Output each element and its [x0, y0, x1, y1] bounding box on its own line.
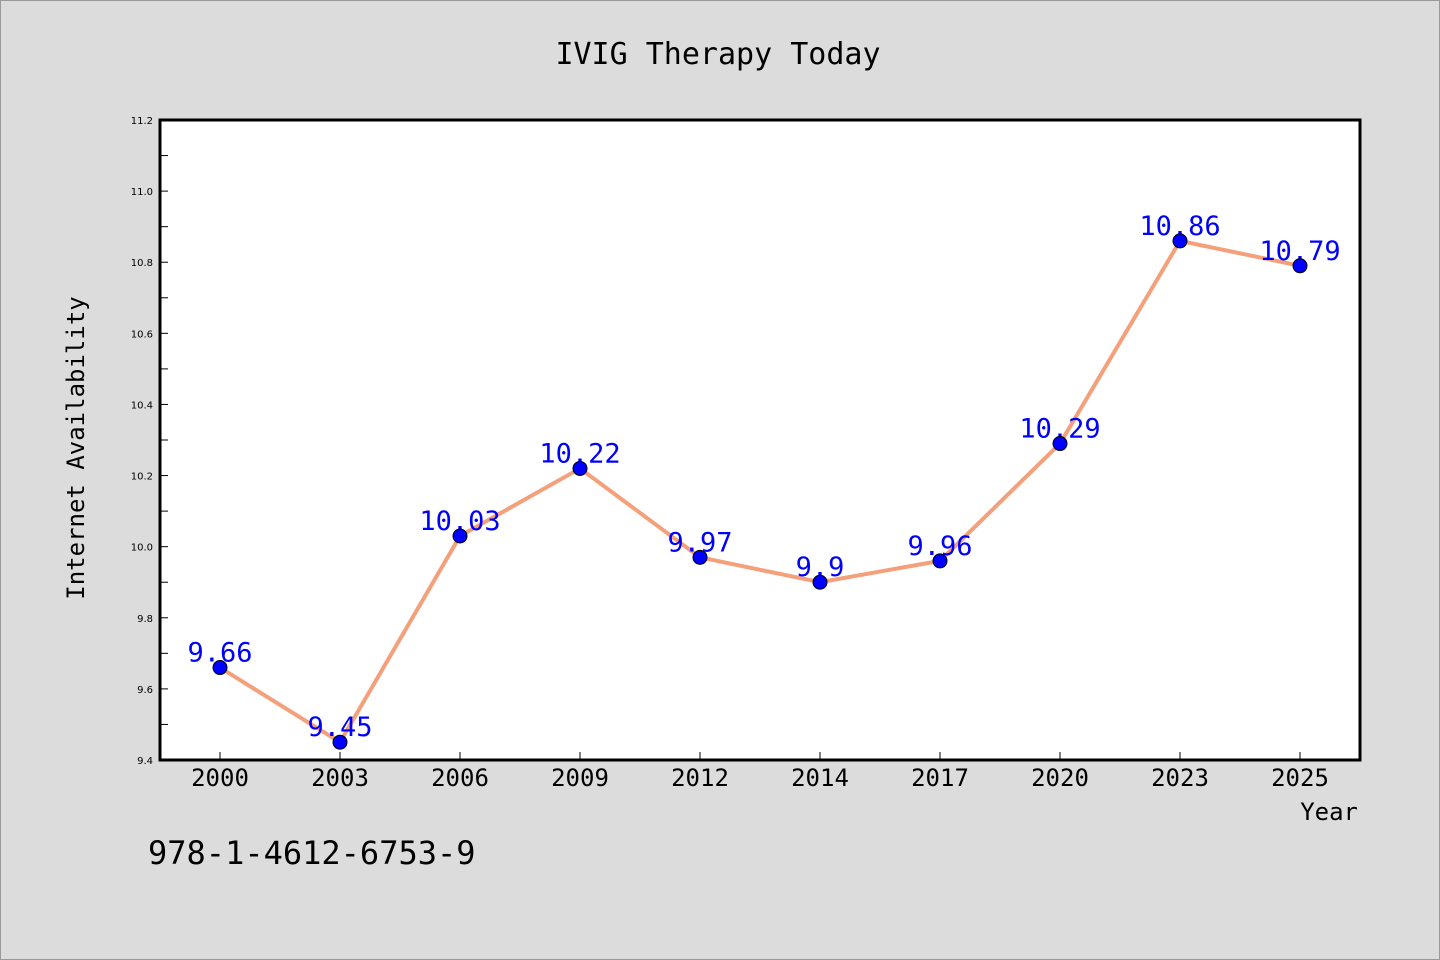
data-point: [212, 660, 228, 676]
y-tick-label: 10.8: [131, 258, 153, 269]
x-axis: 2000 2003 2006 2009 2012 2014 2017 2020 2023 2025: [191, 752, 1329, 792]
x-tick-label: 2009: [551, 764, 609, 792]
x-tick-label: 2006: [431, 764, 489, 792]
x-tick-label: 2020: [1031, 764, 1089, 792]
y-tick-label: 10.0: [131, 543, 153, 554]
data-point: [812, 574, 828, 590]
data-point: [332, 734, 348, 750]
chart-title: IVIG Therapy Today: [555, 37, 880, 72]
x-tick-label: 2003: [311, 764, 369, 792]
y-tick-label: 9.6: [137, 685, 153, 696]
data-point: [1052, 436, 1068, 452]
y-tick-label: 9.4: [137, 756, 153, 767]
x-tick-label: 2023: [1151, 764, 1209, 792]
y-axis: 9.4 9.6 9.8 10.0 10.2 10.4 10.6 10.8 11.0 11.2: [131, 116, 168, 767]
data-point: [572, 460, 588, 476]
plot-area: [158, 118, 1362, 762]
data-point: [692, 549, 708, 565]
x-tick-label: 2014: [791, 764, 849, 792]
x-tick-label: 2012: [671, 764, 729, 792]
data-point: [452, 528, 468, 544]
data-point: [932, 553, 948, 569]
x-axis-title: Year: [1300, 798, 1358, 826]
y-tick-label: 9.8: [137, 614, 153, 625]
y-tick-label: 10.2: [131, 472, 153, 483]
x-tick-label: 2025: [1271, 764, 1329, 792]
y-tick-label: 11.0: [131, 187, 153, 198]
x-tick-label: 2000: [191, 764, 249, 792]
x-tick-label: 2017: [911, 764, 969, 792]
y-axis-title: Internet Availability: [62, 296, 90, 599]
series-line: [218, 238, 1302, 745]
y-tick-label: 10.6: [131, 329, 153, 340]
y-tick-label: 11.2: [131, 116, 153, 127]
data-point: [1172, 233, 1188, 249]
y-tick-label: 10.4: [131, 400, 153, 411]
series-markers: [212, 233, 1308, 750]
series-polyline: [218, 238, 1302, 745]
isbn-text: 978-1-4612-6753-9: [148, 834, 476, 872]
data-point: [1292, 258, 1308, 274]
